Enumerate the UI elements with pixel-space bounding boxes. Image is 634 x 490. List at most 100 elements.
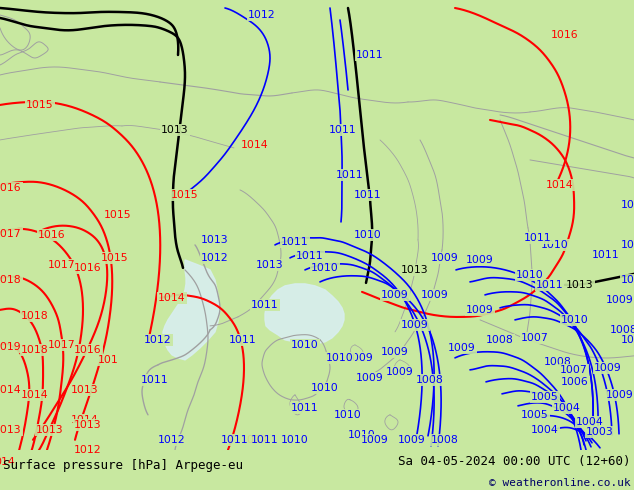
Text: 1014: 1014 bbox=[21, 390, 49, 400]
Text: 1011: 1011 bbox=[329, 125, 357, 135]
Text: © weatheronline.co.uk: © weatheronline.co.uk bbox=[489, 478, 631, 488]
Text: Sa 04-05-2024 00:00 UTC (12+60): Sa 04-05-2024 00:00 UTC (12+60) bbox=[399, 455, 631, 467]
Text: 1011: 1011 bbox=[291, 403, 319, 413]
Text: 1009: 1009 bbox=[448, 343, 476, 353]
Text: 1012: 1012 bbox=[621, 240, 634, 250]
Text: 1012: 1012 bbox=[201, 253, 229, 263]
Text: 1011: 1011 bbox=[354, 190, 382, 200]
Text: 1009: 1009 bbox=[356, 373, 384, 383]
Text: 1010: 1010 bbox=[516, 270, 544, 280]
Text: 1018: 1018 bbox=[0, 275, 22, 285]
Text: 1010: 1010 bbox=[281, 435, 309, 445]
Text: 1011: 1011 bbox=[141, 375, 169, 385]
Text: 1010: 1010 bbox=[541, 240, 569, 250]
Text: 1008: 1008 bbox=[610, 325, 634, 335]
Text: 1010: 1010 bbox=[621, 335, 634, 345]
Text: 101: 101 bbox=[98, 355, 119, 365]
Text: 1016: 1016 bbox=[38, 230, 66, 240]
Text: 1009: 1009 bbox=[386, 367, 414, 377]
Text: 1011: 1011 bbox=[229, 335, 257, 345]
Text: 1005: 1005 bbox=[531, 392, 559, 402]
Text: 1007: 1007 bbox=[560, 365, 588, 375]
Text: 1009: 1009 bbox=[594, 363, 622, 373]
Text: 1004: 1004 bbox=[553, 403, 581, 413]
Text: 1019: 1019 bbox=[0, 342, 22, 352]
Text: 1013: 1013 bbox=[36, 425, 64, 435]
Text: 1010: 1010 bbox=[326, 353, 354, 363]
Text: 1011: 1011 bbox=[281, 237, 309, 247]
Text: 1015: 1015 bbox=[26, 100, 54, 110]
Text: 1009: 1009 bbox=[466, 255, 494, 265]
Text: 1009: 1009 bbox=[421, 290, 449, 300]
Text: 1014: 1014 bbox=[158, 293, 186, 303]
Text: 1010: 1010 bbox=[334, 410, 362, 420]
Text: 1013: 1013 bbox=[74, 420, 102, 430]
Text: 1011: 1011 bbox=[621, 275, 634, 285]
Text: 1015: 1015 bbox=[104, 210, 132, 220]
Text: 1003: 1003 bbox=[586, 427, 614, 437]
Text: 1013: 1013 bbox=[201, 235, 229, 245]
Text: 1008: 1008 bbox=[416, 375, 444, 385]
Text: 1006: 1006 bbox=[561, 377, 589, 387]
Text: 1009: 1009 bbox=[431, 253, 459, 263]
Text: 1005: 1005 bbox=[521, 410, 549, 420]
Text: 1015: 1015 bbox=[171, 190, 199, 200]
Text: 1013: 1013 bbox=[161, 125, 189, 135]
Text: 1011: 1011 bbox=[251, 435, 279, 445]
Text: 1011: 1011 bbox=[336, 170, 364, 180]
Text: 1017: 1017 bbox=[48, 340, 76, 350]
Text: 1013: 1013 bbox=[401, 265, 429, 275]
Text: 1011: 1011 bbox=[251, 300, 279, 310]
Text: 1012: 1012 bbox=[248, 10, 276, 20]
Text: 1009: 1009 bbox=[401, 320, 429, 330]
Text: 1004: 1004 bbox=[531, 425, 559, 435]
Text: 1010: 1010 bbox=[311, 383, 339, 393]
Text: 1010: 1010 bbox=[311, 263, 339, 273]
Text: 1011: 1011 bbox=[592, 250, 620, 260]
Text: 1009: 1009 bbox=[361, 435, 389, 445]
Text: 1008: 1008 bbox=[486, 335, 514, 345]
Text: 1013: 1013 bbox=[71, 385, 99, 395]
Text: 1016: 1016 bbox=[74, 263, 102, 273]
Text: 1012: 1012 bbox=[158, 435, 186, 445]
Text: 1010: 1010 bbox=[348, 430, 376, 440]
Text: 1017: 1017 bbox=[0, 229, 22, 239]
Text: 1016: 1016 bbox=[0, 183, 22, 193]
Text: 1011: 1011 bbox=[356, 50, 384, 60]
Text: 1012: 1012 bbox=[74, 445, 102, 455]
Text: 1015: 1015 bbox=[101, 253, 129, 263]
Text: 1014: 1014 bbox=[71, 415, 99, 425]
Text: 1014: 1014 bbox=[546, 180, 574, 190]
Text: 1013: 1013 bbox=[566, 280, 594, 290]
Text: 1004: 1004 bbox=[576, 417, 604, 427]
Text: 1008: 1008 bbox=[544, 357, 572, 367]
Text: 1012: 1012 bbox=[144, 335, 172, 345]
Text: Surface pressure [hPa] Arpege-eu: Surface pressure [hPa] Arpege-eu bbox=[3, 459, 243, 471]
Text: 1009: 1009 bbox=[466, 305, 494, 315]
Text: 1011: 1011 bbox=[296, 251, 324, 261]
Text: 1008: 1008 bbox=[431, 435, 459, 445]
Text: 1017: 1017 bbox=[48, 260, 76, 270]
Text: 1013: 1013 bbox=[621, 200, 634, 210]
Text: 1014: 1014 bbox=[241, 140, 269, 150]
Text: 1018: 1018 bbox=[21, 345, 49, 355]
Text: 1018: 1018 bbox=[21, 311, 49, 321]
Text: 1009: 1009 bbox=[606, 295, 634, 305]
Text: 1014: 1014 bbox=[0, 385, 22, 395]
Text: 1011: 1011 bbox=[524, 233, 552, 243]
Polygon shape bbox=[265, 284, 344, 344]
Text: 1011: 1011 bbox=[221, 435, 249, 445]
Text: 1016: 1016 bbox=[551, 30, 579, 40]
Text: 1009: 1009 bbox=[398, 435, 426, 445]
Text: 1009: 1009 bbox=[381, 290, 409, 300]
Text: 014: 014 bbox=[0, 457, 15, 467]
Text: 1010: 1010 bbox=[354, 230, 382, 240]
Polygon shape bbox=[163, 260, 220, 360]
Text: 1013: 1013 bbox=[256, 260, 284, 270]
Text: 1009: 1009 bbox=[606, 390, 634, 400]
Text: 1013: 1013 bbox=[0, 425, 22, 435]
Text: 1011: 1011 bbox=[536, 280, 564, 290]
Text: 1007: 1007 bbox=[521, 333, 549, 343]
Text: 1016: 1016 bbox=[74, 345, 102, 355]
Text: 1014: 1014 bbox=[241, 435, 269, 445]
